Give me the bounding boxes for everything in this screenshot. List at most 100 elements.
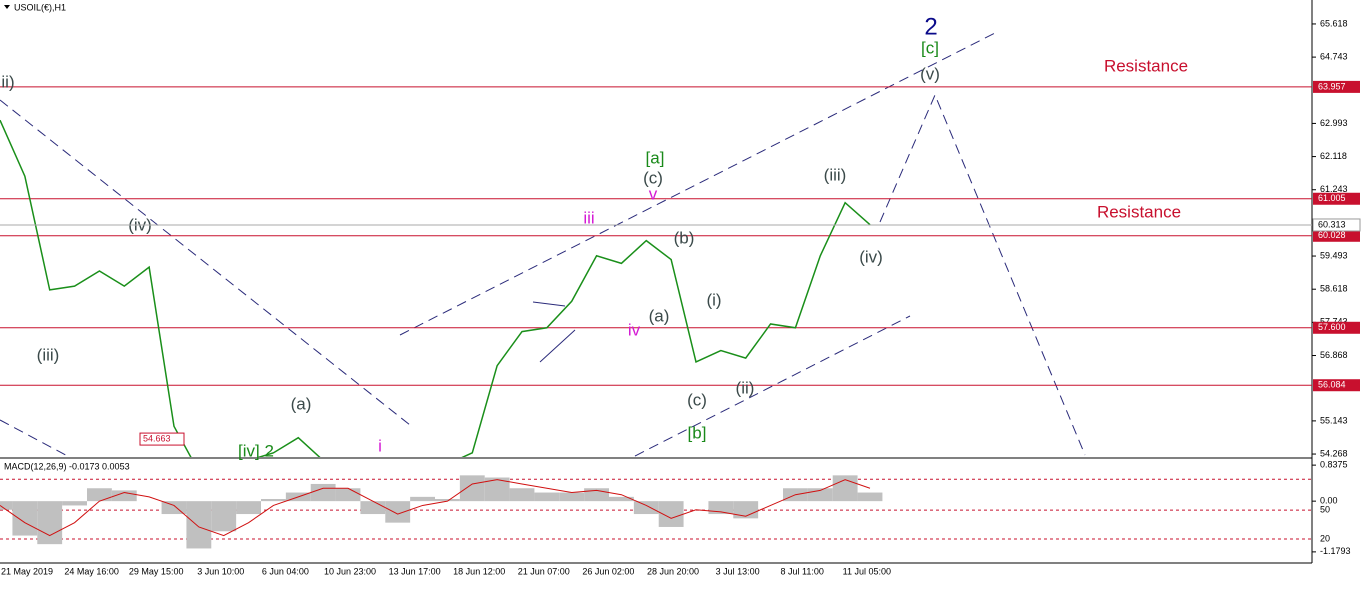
wave-label: (ii) [736, 378, 755, 397]
x-tick-label: 3 Jun 10:00 [197, 566, 244, 576]
level-tag-label: 57.600 [1318, 322, 1346, 332]
macd-bar [857, 492, 883, 502]
x-tick-label: 29 May 15:00 [129, 566, 184, 576]
level-tag [1313, 229, 1360, 242]
x-tick-label: 11 Jul 05:00 [843, 566, 891, 576]
y-tick-label: 59.493 [1320, 250, 1348, 260]
wave-label: (iv) [859, 247, 883, 266]
wave-label: [b] [688, 423, 707, 442]
x-tick-label: 6 Jun 04:00 [262, 566, 309, 576]
channel-line [634, 315, 911, 457]
wave-label: [iv] 2 [238, 441, 274, 460]
price-series [0, 119, 871, 457]
wave-label: i [378, 436, 382, 455]
x-tick-label: 26 Jun 02:00 [582, 566, 634, 576]
macd-bar [87, 488, 112, 502]
x-tick-label: 3 Jul 13:00 [716, 566, 760, 576]
wave-label: (b) [674, 228, 695, 247]
macd-bar [310, 483, 336, 502]
level-tag-label: 60.028 [1318, 230, 1346, 240]
trend-line [0, 99, 411, 426]
resistance-label: Resistance [1104, 56, 1188, 75]
x-tick-label: 21 Jun 07:00 [518, 566, 570, 576]
wave-label: ii) [1, 72, 14, 91]
wave-label: [a] [646, 148, 665, 167]
y-tick-label: 0.8375 [1320, 460, 1348, 470]
y-tick-label: 61.243 [1320, 184, 1348, 194]
y-tick-label: 57.743 [1320, 317, 1348, 327]
wave-label: (iii) [37, 345, 60, 364]
y-tick-label: 64.743 [1320, 51, 1348, 61]
x-tick-label: 10 Jun 23:00 [324, 566, 376, 576]
current-price-label: 60.313 [1318, 219, 1346, 229]
trend-line [539, 329, 576, 363]
x-tick-label: 24 May 16:00 [64, 566, 119, 576]
wave-label: (v) [920, 64, 940, 83]
y-tick-label: 65.618 [1320, 18, 1348, 28]
menu-icon [4, 5, 10, 9]
macd [0, 475, 883, 549]
wave-label: (c) [643, 168, 663, 187]
macd-bar [0, 501, 13, 510]
macd-bar [459, 475, 485, 502]
macd-bar [609, 496, 634, 502]
x-tick-label: 8 Jul 11:00 [781, 566, 824, 576]
trend-line [0, 419, 71, 457]
wave-label: (c) [687, 390, 707, 409]
level-tag-label: 63.957 [1318, 81, 1346, 91]
macd-bar [484, 477, 510, 502]
macd-bar [111, 490, 137, 502]
macd-bar [261, 499, 286, 502]
y-tick-label: 54.268 [1320, 448, 1348, 458]
price-line [0, 119, 871, 457]
wave-label: [c] [921, 38, 939, 57]
chart-title: USOIL(€),H1 [14, 2, 66, 12]
wave-label: (a) [649, 306, 670, 325]
level-label: 20 [1320, 533, 1330, 543]
resistance-label: Resistance [1097, 202, 1181, 221]
level-tag-label: 61.005 [1318, 193, 1346, 203]
wave-label: (a) [291, 394, 312, 413]
current-price-tag [1312, 218, 1361, 232]
level-tag [1313, 379, 1360, 392]
level-label: 50 [1320, 505, 1330, 515]
y-tick-label: 62.118 [1320, 151, 1347, 161]
plot-bg [0, 0, 1312, 563]
trend-line [532, 301, 566, 307]
wave-label: iv [628, 320, 641, 339]
macd-bar [12, 501, 38, 536]
macd-bar [509, 488, 535, 502]
macd-bar [186, 501, 212, 549]
macd-bar [335, 488, 361, 502]
macd-bar [37, 501, 63, 545]
macd-bar [559, 492, 585, 502]
macd-bar [534, 492, 560, 502]
y-tick-label: -1.1793 [1320, 546, 1351, 556]
signal-line [0, 479, 871, 537]
level-tag-label: 56.084 [1318, 380, 1346, 390]
macd-bar [236, 501, 261, 515]
macd-bar [161, 501, 187, 515]
wave-label: 2 [924, 13, 937, 40]
macd-bar [633, 501, 659, 515]
price-marker-label: 54.663 [143, 433, 171, 443]
level-tag [1313, 80, 1360, 93]
macd-bar [410, 496, 435, 502]
annotations: ii) (iv) (iii) (a) [iv] 2 i iii iv v [a]… [1, 13, 1188, 460]
y-tick-label: 0.00 [1320, 496, 1338, 506]
x-tick-label: 18 Jun 12:00 [453, 566, 505, 576]
wave-label: (i) [706, 290, 721, 309]
trend-lines [0, 32, 1086, 457]
macd-bar [211, 501, 237, 532]
macd-bar [360, 501, 386, 515]
price-marker-box [139, 432, 185, 446]
x-tick-label: 28 Jun 20:00 [647, 566, 699, 576]
x-tick-label: 21 May 2019 [1, 566, 53, 576]
level-tag [1313, 321, 1360, 334]
indicator-label: MACD(12,26,9) -0.0173 0.0053 [4, 461, 130, 471]
macd-bar [708, 501, 734, 515]
y-tick-label: 62.993 [1320, 118, 1348, 128]
y-tick-label: 58.618 [1320, 284, 1348, 294]
macd-bar [435, 499, 460, 502]
